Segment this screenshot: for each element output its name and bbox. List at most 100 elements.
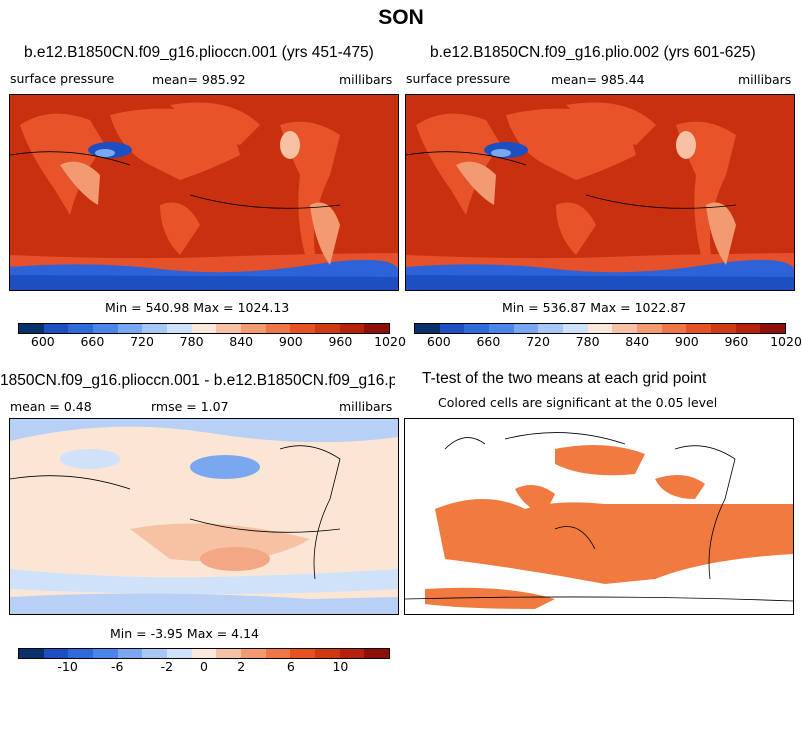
panel1-colorbar-swatch: [43, 324, 69, 333]
panel1-colorbar-ticks: 600 660 720 780 840 900 960 1020: [18, 334, 406, 350]
panel1-colorbar-swatch: [290, 324, 316, 333]
panel2-colorbar-swatch: [735, 324, 761, 333]
panel3-map-graphic: [10, 419, 398, 614]
panel3-colorbar-swatch: [167, 649, 192, 658]
panel2-colorbar-swatch: [612, 324, 638, 333]
panel3-colorbar-swatch: [191, 649, 217, 658]
panel1-minmax-label: Min = 540.98 Max = 1024.13: [105, 300, 290, 315]
panel3-map: [9, 418, 399, 615]
panel1-colorbar-swatch: [142, 324, 168, 333]
panel1-colorbar-tick-label: 660: [80, 334, 105, 349]
panel3-colorbar-swatch: [93, 649, 118, 658]
panel3-colorbar: [18, 648, 390, 659]
panel3-units-label: millibars: [339, 399, 393, 414]
panel3-colorbar-swatch: [290, 649, 316, 658]
panel2-colorbar-swatch: [760, 324, 786, 333]
panel2-colorbar-swatch: [587, 324, 613, 333]
panel1-units-label: millibars: [339, 72, 393, 87]
panel2-colorbar-tick-label: 900: [674, 334, 699, 349]
panel2-colorbar-tick-label: 840: [625, 334, 650, 349]
panel2-variable-label: surface pressure: [406, 71, 511, 86]
panel4-title: T-test of the two means at each grid poi…: [422, 370, 707, 387]
panel2-colorbar-swatch: [686, 324, 712, 333]
panel2-colorbar-tick-label: 660: [476, 334, 501, 349]
panel1-colorbar: [18, 323, 390, 334]
panel2-colorbar-ticks: 600 660 720 780 840 900 960 1020: [414, 334, 802, 350]
panel2-map-graphic: [406, 95, 794, 290]
panel4-subtitle: Colored cells are significant at the 0.0…: [438, 395, 718, 410]
panel2-minmax-label: Min = 536.87 Max = 1022.87: [502, 300, 687, 315]
panel1-colorbar-swatch: [68, 324, 94, 333]
panel2-mean-label: mean= 985.44: [551, 72, 645, 87]
panel1-colorbar-swatch: [315, 324, 340, 333]
panel3-colorbar-swatch: [43, 649, 69, 658]
panel3-colorbar-swatch: [265, 649, 291, 658]
panel2-colorbar-tick-label: 1020: [770, 334, 802, 349]
panel2-colorbar-swatch: [513, 324, 539, 333]
panel3-colorbar-tick-label: 0: [200, 659, 208, 674]
panel1-colorbar-swatch: [93, 324, 118, 333]
panel2-title: b.e12.B1850CN.f09_g16.plio.002 (yrs 601-…: [430, 44, 756, 61]
panel3-title: 1850CN.f09_g16.plioccn.001 - b.e12.B1850…: [0, 372, 395, 389]
panel2-colorbar-tick-label: 780: [575, 334, 600, 349]
panel1-colorbar-swatch: [117, 324, 143, 333]
panel3-colorbar-swatch: [315, 649, 340, 658]
panel1-colorbar-tick-label: 780: [179, 334, 204, 349]
panel2-colorbar: [414, 323, 786, 334]
panel3-minmax-label: Min = -3.95 Max = 4.14: [110, 626, 260, 641]
panel1-map-graphic: [10, 95, 398, 290]
panel2-colorbar-tick-label: 600: [426, 334, 451, 349]
panel3-colorbar-swatch: [142, 649, 168, 658]
panel3-colorbar-swatch: [68, 649, 94, 658]
panel1-colorbar-tick-label: 960: [328, 334, 353, 349]
panel3-colorbar-ticks: -10 -6 -2 0 2 6 10: [18, 659, 390, 675]
panel3-colorbar-tick-label: 6: [286, 659, 295, 674]
panel3-colorbar-swatch: [19, 649, 44, 658]
panel1-variable-label: surface pressure: [10, 71, 115, 86]
panel3-colorbar-tick-label: 2: [237, 659, 246, 674]
panel1-colorbar-tick-label: 600: [30, 334, 55, 349]
panel3-colorbar-tick-label: 10: [332, 659, 349, 674]
panel4-map: [404, 418, 794, 615]
panel1-map: [9, 94, 399, 291]
panel2-colorbar-swatch: [711, 324, 736, 333]
panel1-colorbar-swatch: [241, 324, 266, 333]
panel1-colorbar-tick-label: 900: [278, 334, 303, 349]
panel2-colorbar-tick-label: 960: [724, 334, 749, 349]
panel1-colorbar-tick-label: 1020: [374, 334, 406, 349]
panel2-colorbar-swatch: [439, 324, 465, 333]
panel2-units-label: millibars: [738, 72, 792, 87]
panel1-colorbar-swatch: [216, 324, 242, 333]
panel3-rmse-label: rmse = 1.07: [151, 399, 229, 414]
panel3-colorbar-swatch: [364, 649, 390, 658]
panel1-colorbar-swatch: [191, 324, 217, 333]
panel3-colorbar-swatch: [339, 649, 365, 658]
panel1-colorbar-swatch: [265, 324, 291, 333]
panel3-mean-label: mean = 0.48: [10, 399, 92, 414]
panel2-colorbar-swatch: [464, 324, 490, 333]
panel1-colorbar-swatch: [19, 324, 44, 333]
panel1-colorbar-swatch: [167, 324, 192, 333]
panel3-colorbar-swatch: [241, 649, 266, 658]
panel2-map: [405, 94, 795, 291]
panel3-colorbar-tick-label: -10: [57, 659, 78, 674]
figure-title: SON: [378, 6, 424, 29]
panel1-colorbar-tick-label: 840: [229, 334, 254, 349]
panel1-colorbar-swatch: [364, 324, 390, 333]
panel4-map-graphic: [405, 419, 793, 614]
panel2-colorbar-swatch: [637, 324, 662, 333]
panel2-colorbar-swatch: [415, 324, 440, 333]
panel2-colorbar-swatch: [661, 324, 687, 333]
panel1-title: b.e12.B1850CN.f09_g16.plioccn.001 (yrs 4…: [24, 44, 374, 61]
panel1-mean-label: mean= 985.92: [152, 72, 246, 87]
panel3-colorbar-tick-label: -6: [110, 659, 124, 674]
panel2-colorbar-swatch: [489, 324, 514, 333]
panel1-colorbar-tick-label: 720: [130, 334, 154, 349]
panel3-colorbar-tick-label: -2: [160, 659, 174, 674]
panel2-colorbar-swatch: [563, 324, 588, 333]
panel2-colorbar-tick-label: 720: [526, 334, 550, 349]
panel3-colorbar-swatch: [216, 649, 242, 658]
panel2-colorbar-swatch: [538, 324, 564, 333]
panel3-colorbar-swatch: [117, 649, 143, 658]
panel1-colorbar-swatch: [339, 324, 365, 333]
